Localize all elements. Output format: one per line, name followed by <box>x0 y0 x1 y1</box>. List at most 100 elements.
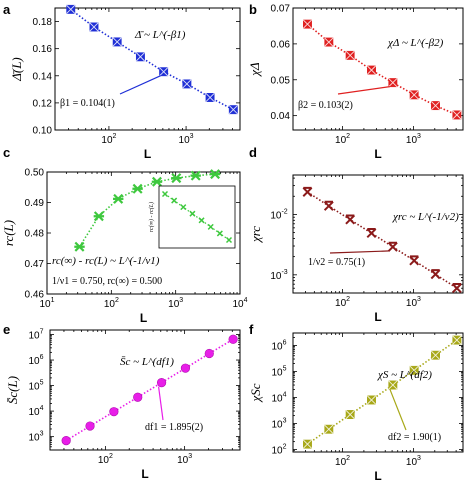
marker-star <box>171 173 182 184</box>
y-tick-label: 0.46 <box>25 290 45 301</box>
marker-hatch <box>366 395 377 405</box>
marker-star <box>93 211 105 222</box>
y-tick-label: 0.50 <box>25 168 45 179</box>
marker-hatch <box>431 101 441 111</box>
y-tick-label: 0.12 <box>33 98 53 109</box>
y-tick-label: 106 <box>28 354 43 367</box>
data-point-e-3 <box>133 392 143 402</box>
inset-point-4 <box>198 217 205 224</box>
marker-circle <box>204 348 214 359</box>
y-tick-label: 0.48 <box>25 229 45 240</box>
x-tick-label: 102 <box>98 453 113 466</box>
data-point-a-2 <box>112 37 122 47</box>
inset: rc(∞) - rc(L) <box>148 185 236 249</box>
y-axis-label: χΔ <box>247 62 262 78</box>
marker-hatch <box>366 65 377 75</box>
marker-cross <box>366 227 377 239</box>
data-point-d-0 <box>302 186 313 197</box>
x-axis: 102 103 L <box>292 333 464 482</box>
data-point-d-3 <box>366 227 377 239</box>
data-point-f-2 <box>345 410 355 420</box>
formula-text: χΔ ~ L^(-β2) <box>387 37 444 49</box>
marker-hatch <box>159 67 169 77</box>
marker-circle <box>85 421 95 431</box>
y-axis: 10-3 10-2 χrc <box>248 177 463 294</box>
y-axis: 102 103 104 105 106 χSc <box>248 332 463 456</box>
exponent-annotation: df2 = 1.90(1) <box>388 432 441 443</box>
series-line <box>65 338 234 442</box>
inset-point-3 <box>189 210 196 217</box>
marker-circle <box>109 407 119 417</box>
exponent-annotation: β2 = 0.103(2) <box>298 100 353 111</box>
y-tick-label: 0.05 <box>271 75 291 86</box>
marker-circle <box>61 436 71 446</box>
x-axis: 101 102 103 104 L <box>39 172 248 325</box>
marker-cross <box>409 255 420 266</box>
y-tick-label: 103 <box>28 431 43 444</box>
y-tick-label: 0.07 <box>271 4 291 15</box>
marker-hatch <box>345 50 355 60</box>
y-tick-label: 10-3 <box>270 269 287 282</box>
y-tick-label: 102 <box>271 443 286 456</box>
x-tick-label: 103 <box>179 133 194 146</box>
x-tick-label: 102 <box>335 455 350 468</box>
data-point-e-2 <box>109 407 119 417</box>
data-point-b-6 <box>431 101 441 111</box>
y-axis-label: rc(L) <box>1 220 16 246</box>
data-point-c-2 <box>113 193 124 204</box>
panel-letter: a <box>3 2 11 17</box>
data-point-d-7 <box>451 283 462 294</box>
x-tick-label: 103 <box>406 455 421 468</box>
y-tick-label: 105 <box>28 380 43 393</box>
data-point-d-1 <box>323 200 334 211</box>
data-point-a-3 <box>135 52 145 62</box>
marker-cross <box>323 200 334 211</box>
panel-c: c 101 102 103 104 L 0.46 0.47 0.48 0.49 0.50 rc(L) r… <box>1 145 248 325</box>
y-axis-label: χSc <box>248 383 263 403</box>
y-tick-label: 104 <box>271 391 286 404</box>
marker-circle <box>156 378 167 388</box>
inset-point-6 <box>216 230 223 237</box>
y-axis-label: S̄c(L) <box>5 376 20 404</box>
marker-hatch <box>135 52 145 62</box>
y-axis-label: χrc <box>248 226 263 244</box>
inset-point-0 <box>161 190 169 198</box>
x-axis: 102 103 L <box>49 330 241 481</box>
x-tick-label: 101 <box>39 297 54 310</box>
data-point-d-2 <box>345 214 356 225</box>
x-axis: 102 103 L <box>292 8 464 161</box>
x-axis-label: L <box>140 311 147 325</box>
marker-circle <box>133 392 143 402</box>
annotation-arrow <box>119 75 161 95</box>
exponent-annotation: 1/ν2 = 0.75(1) <box>308 257 365 268</box>
data-point-a-6 <box>205 92 215 102</box>
y-axis: 103 104 105 106 107 S̄c(L) <box>5 328 240 451</box>
data-point-a-0 <box>66 4 76 14</box>
x-axis-label: L <box>141 467 148 481</box>
x-tick-label: 103 <box>406 296 421 309</box>
inset-point-5 <box>207 223 214 230</box>
marker-circle <box>228 334 238 344</box>
marker-hatch <box>302 19 312 29</box>
y-tick-label: 105 <box>271 365 286 378</box>
inset-point-2 <box>180 204 187 211</box>
data-point-d-5 <box>409 255 420 266</box>
x-tick-label: 103 <box>177 453 192 466</box>
marker-hatch <box>324 37 334 47</box>
data-point-e-0 <box>61 436 71 446</box>
marker-hatch <box>409 90 419 100</box>
y-tick-label: 104 <box>28 405 43 418</box>
marker-cross <box>430 269 441 280</box>
marker-hatch <box>228 105 238 115</box>
plot-frame <box>292 174 464 294</box>
marker-hatch <box>89 22 99 32</box>
x-tick-label: 102 <box>335 296 350 309</box>
x-tick-label: 104 <box>232 297 247 310</box>
y-tick-label: 0.10 <box>33 126 53 137</box>
x-axis-label: L <box>144 147 151 161</box>
annotation-arrow <box>337 86 390 95</box>
data-point-d-4 <box>387 241 398 252</box>
data-point-e-4 <box>156 378 167 388</box>
panel-d: d 102 103 L 10-3 10-2 χrc χrc ~ L^(-1/ν2) 1/ν2 =… <box>248 145 464 324</box>
panel-f: f 102 103 L 102 103 104 105 106 χSc χS ~ L^(df2) df… <box>248 322 464 482</box>
